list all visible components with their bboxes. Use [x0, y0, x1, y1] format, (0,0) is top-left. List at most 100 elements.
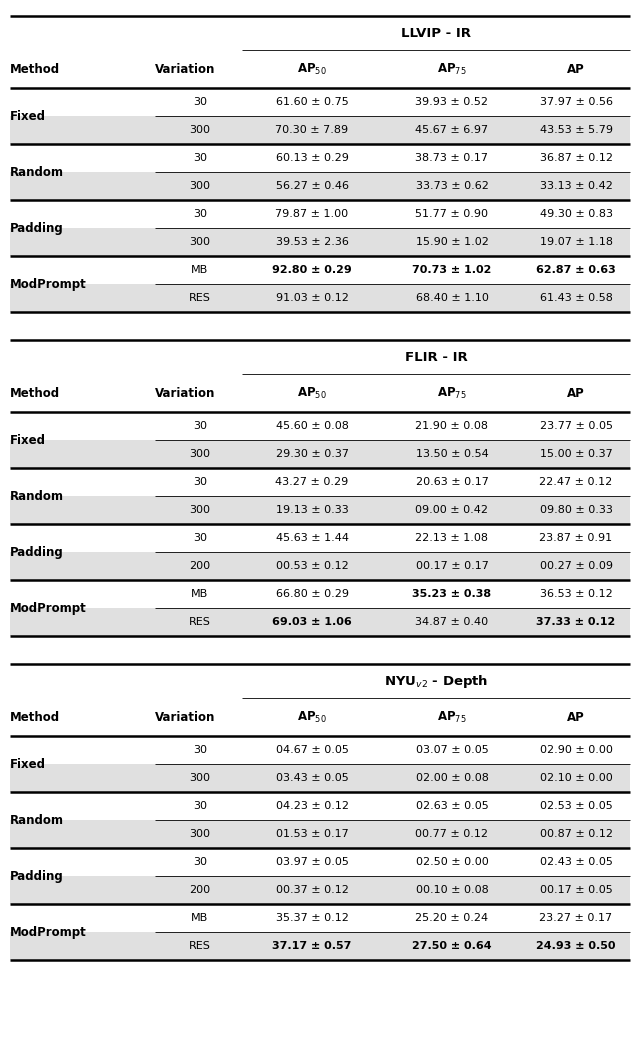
Text: Variation: Variation	[155, 711, 216, 723]
Text: 29.30 ± 0.37: 29.30 ± 0.37	[275, 449, 349, 459]
Bar	[10, 228, 630, 256]
Text: Fixed: Fixed	[10, 758, 46, 770]
Text: Padding: Padding	[10, 221, 64, 235]
Bar	[10, 552, 630, 580]
Text: Method: Method	[10, 387, 60, 399]
Text: 30: 30	[193, 421, 207, 431]
Text: AP$_{50}$: AP$_{50}$	[297, 386, 327, 400]
Bar	[10, 876, 630, 904]
Text: 200: 200	[189, 561, 211, 571]
Text: 30: 30	[193, 745, 207, 755]
Bar	[10, 764, 630, 792]
Text: 34.87 ± 0.40: 34.87 ± 0.40	[415, 617, 488, 627]
Text: 37.33 ± 0.12: 37.33 ± 0.12	[536, 617, 616, 627]
Text: 61.43 ± 0.58: 61.43 ± 0.58	[540, 293, 612, 303]
Text: 30: 30	[193, 97, 207, 107]
Text: 04.67 ± 0.05: 04.67 ± 0.05	[276, 745, 348, 755]
Text: MB: MB	[191, 589, 209, 599]
Text: Variation: Variation	[155, 387, 216, 399]
Text: 30: 30	[193, 801, 207, 811]
Text: 70.30 ± 7.89: 70.30 ± 7.89	[275, 125, 349, 135]
Text: 300: 300	[189, 125, 211, 135]
Text: 37.17 ± 0.57: 37.17 ± 0.57	[272, 941, 352, 951]
Text: 00.17 ± 0.05: 00.17 ± 0.05	[540, 885, 612, 895]
Text: 300: 300	[189, 237, 211, 247]
Text: 01.53 ± 0.17: 01.53 ± 0.17	[276, 829, 348, 839]
Text: 23.27 ± 0.17: 23.27 ± 0.17	[540, 913, 612, 923]
Text: AP: AP	[567, 63, 585, 75]
Text: Fixed: Fixed	[10, 109, 46, 123]
Text: 56.27 ± 0.46: 56.27 ± 0.46	[275, 181, 349, 191]
Text: 36.87 ± 0.12: 36.87 ± 0.12	[540, 153, 612, 163]
Text: 300: 300	[189, 773, 211, 783]
Text: 61.60 ± 0.75: 61.60 ± 0.75	[276, 97, 348, 107]
Text: AP$_{75}$: AP$_{75}$	[437, 62, 467, 77]
Bar	[10, 172, 630, 200]
Text: AP$_{50}$: AP$_{50}$	[297, 709, 327, 724]
Text: 02.00 ± 0.08: 02.00 ± 0.08	[415, 773, 488, 783]
Text: ModPrompt: ModPrompt	[10, 602, 87, 614]
Text: 30: 30	[193, 533, 207, 543]
Text: 35.37 ± 0.12: 35.37 ± 0.12	[276, 913, 348, 923]
Text: 45.60 ± 0.08: 45.60 ± 0.08	[276, 421, 348, 431]
Text: LLVIP - IR: LLVIP - IR	[401, 26, 471, 40]
Text: 19.13 ± 0.33: 19.13 ± 0.33	[276, 505, 348, 515]
Text: 62.87 ± 0.63: 62.87 ± 0.63	[536, 265, 616, 275]
Text: 02.53 ± 0.05: 02.53 ± 0.05	[540, 801, 612, 811]
Text: 02.10 ± 0.00: 02.10 ± 0.00	[540, 773, 612, 783]
Text: 92.80 ± 0.29: 92.80 ± 0.29	[272, 265, 352, 275]
Text: 25.20 ± 0.24: 25.20 ± 0.24	[415, 913, 488, 923]
Text: 00.77 ± 0.12: 00.77 ± 0.12	[415, 829, 488, 839]
Text: 00.87 ± 0.12: 00.87 ± 0.12	[540, 829, 612, 839]
Text: 91.03 ± 0.12: 91.03 ± 0.12	[276, 293, 348, 303]
Text: Random: Random	[10, 489, 64, 502]
Text: 15.90 ± 1.02: 15.90 ± 1.02	[415, 237, 488, 247]
Text: 30: 30	[193, 477, 207, 487]
Bar	[10, 116, 630, 144]
Text: 45.67 ± 6.97: 45.67 ± 6.97	[415, 125, 488, 135]
Text: 39.53 ± 2.36: 39.53 ± 2.36	[276, 237, 348, 247]
Text: 36.53 ± 0.12: 36.53 ± 0.12	[540, 589, 612, 599]
Text: 33.73 ± 0.62: 33.73 ± 0.62	[415, 181, 488, 191]
Text: 45.63 ± 1.44: 45.63 ± 1.44	[275, 533, 349, 543]
Text: AP$_{75}$: AP$_{75}$	[437, 386, 467, 400]
Text: AP$_{75}$: AP$_{75}$	[437, 709, 467, 724]
Text: 23.87 ± 0.91: 23.87 ± 0.91	[540, 533, 612, 543]
Text: 300: 300	[189, 449, 211, 459]
Text: 300: 300	[189, 505, 211, 515]
Text: 00.53 ± 0.12: 00.53 ± 0.12	[276, 561, 348, 571]
Text: 03.43 ± 0.05: 03.43 ± 0.05	[276, 773, 348, 783]
Text: 30: 30	[193, 857, 207, 867]
Text: 20.63 ± 0.17: 20.63 ± 0.17	[415, 477, 488, 487]
Text: 38.73 ± 0.17: 38.73 ± 0.17	[415, 153, 488, 163]
Text: 69.03 ± 1.06: 69.03 ± 1.06	[272, 617, 352, 627]
Text: Method: Method	[10, 711, 60, 723]
Text: 22.47 ± 0.12: 22.47 ± 0.12	[540, 477, 612, 487]
Text: 51.77 ± 0.90: 51.77 ± 0.90	[415, 209, 488, 219]
Text: 00.17 ± 0.17: 00.17 ± 0.17	[415, 561, 488, 571]
Bar	[10, 440, 630, 468]
Text: 30: 30	[193, 209, 207, 219]
Bar	[10, 932, 630, 960]
Text: 21.90 ± 0.08: 21.90 ± 0.08	[415, 421, 488, 431]
Text: 04.23 ± 0.12: 04.23 ± 0.12	[275, 801, 349, 811]
Text: RES: RES	[189, 293, 211, 303]
Text: 39.93 ± 0.52: 39.93 ± 0.52	[415, 97, 488, 107]
Text: 24.93 ± 0.50: 24.93 ± 0.50	[536, 941, 616, 951]
Text: 03.97 ± 0.05: 03.97 ± 0.05	[276, 857, 348, 867]
Bar	[10, 608, 630, 636]
Text: 09.00 ± 0.42: 09.00 ± 0.42	[415, 505, 488, 515]
Text: 09.80 ± 0.33: 09.80 ± 0.33	[540, 505, 612, 515]
Text: 49.30 ± 0.83: 49.30 ± 0.83	[540, 209, 612, 219]
Text: 35.23 ± 0.38: 35.23 ± 0.38	[412, 589, 492, 599]
Text: AP: AP	[567, 711, 585, 723]
Text: Random: Random	[10, 813, 64, 827]
Text: RES: RES	[189, 617, 211, 627]
Text: 13.50 ± 0.54: 13.50 ± 0.54	[415, 449, 488, 459]
Text: AP$_{50}$: AP$_{50}$	[297, 62, 327, 77]
Text: 43.27 ± 0.29: 43.27 ± 0.29	[275, 477, 349, 487]
Text: 33.13 ± 0.42: 33.13 ± 0.42	[540, 181, 612, 191]
Text: 27.50 ± 0.64: 27.50 ± 0.64	[412, 941, 492, 951]
Text: 00.10 ± 0.08: 00.10 ± 0.08	[415, 885, 488, 895]
Text: 02.90 ± 0.00: 02.90 ± 0.00	[540, 745, 612, 755]
